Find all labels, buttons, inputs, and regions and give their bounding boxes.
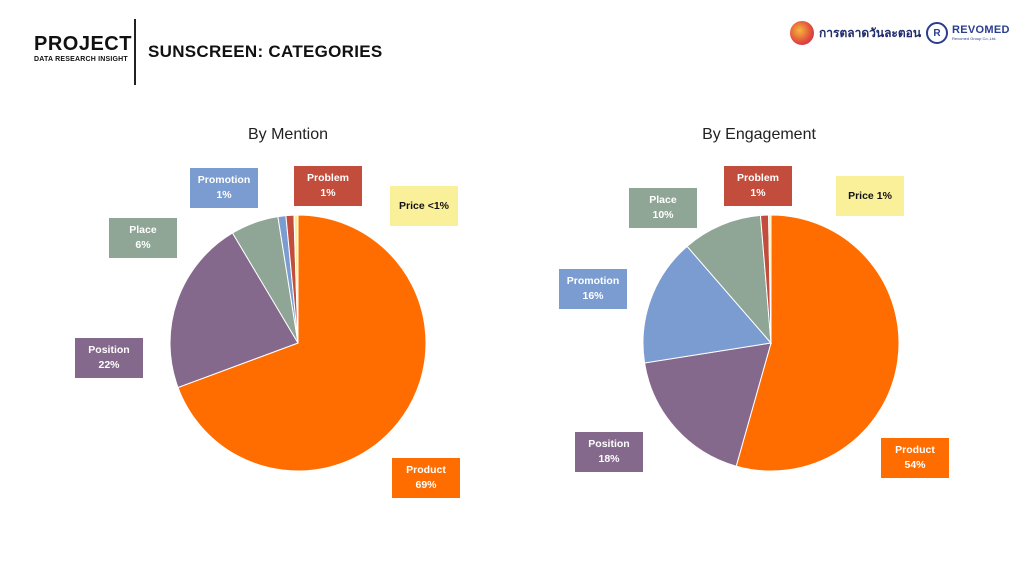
pie-slice-mention-position — [169, 232, 299, 389]
brand-subtitle: DATA RESEARCH INSIGHT — [34, 56, 128, 63]
logo-revomed-subtitle: Revomed Group Co.,Ltd. — [952, 36, 997, 41]
data-label-name: Problem — [306, 172, 349, 184]
data-label-value: 10% — [652, 209, 674, 221]
data-label-value: 6% — [135, 239, 151, 251]
chart-title-mention: By Mention — [247, 126, 329, 143]
pie-slice-engagement-position — [643, 342, 772, 467]
data-label-engagement-promotion: Promotion 16% — [559, 269, 627, 309]
logo-revomed: R REVOMED Revomed Group Co.,Ltd. — [926, 20, 1010, 46]
data-label-mention-price: Price <1% — [390, 186, 458, 226]
data-label-name: Problem — [736, 172, 779, 184]
data-label-value: 1% — [750, 187, 766, 199]
data-label-value: 54% — [904, 459, 926, 471]
page-title: SUNSCREEN: CATEGORIES — [148, 42, 383, 61]
data-label-value: 16% — [582, 290, 604, 302]
header: PROJECT DATA RESEARCH INSIGHT SUNSCREEN:… — [0, 0, 1024, 90]
logo-thai: การตลาดวันละตอน — [790, 20, 921, 46]
data-label-name: Product — [406, 464, 446, 476]
data-label-engagement-product: Product 54% — [881, 438, 949, 478]
data-label-mention-promotion: Promotion 1% — [190, 168, 258, 208]
data-label-engagement-position: Position 18% — [575, 432, 643, 472]
data-label-value: 1% — [320, 187, 336, 199]
logo-thai-text: การตลาดวันละตอน — [819, 25, 922, 40]
data-label-name: Product — [895, 444, 935, 456]
pie-slice-engagement-product — [735, 214, 900, 472]
data-label-value: 18% — [598, 453, 620, 465]
pie-slice-mention-product — [177, 214, 427, 472]
data-label-name: Promotion — [197, 174, 251, 186]
data-label-value: 22% — [98, 359, 120, 371]
data-label-name: Place — [129, 224, 157, 236]
data-label-mention-place: Place 6% — [109, 218, 177, 258]
chart-title-engagement: By Engagement — [702, 126, 816, 143]
pie-slice-engagement-place — [686, 214, 772, 345]
data-label-engagement-problem: Problem 1% — [724, 166, 792, 206]
data-label-mention-position: Position 22% — [75, 338, 143, 378]
data-label-name: Place — [649, 194, 677, 206]
brand: PROJECT DATA RESEARCH INSIGHT — [34, 34, 132, 63]
logo-revomed-text: REVOMED — [952, 24, 1010, 36]
data-label-mention-product: Product 69% — [392, 458, 460, 498]
data-label-mention-problem: Problem 1% — [294, 166, 362, 206]
pie-slice-mention-price — [293, 214, 299, 344]
data-label-name: Price — [399, 199, 425, 212]
data-label-engagement-price: Price 1% — [836, 176, 904, 216]
data-label-value: 1% — [216, 189, 232, 201]
logo-thai-mark-icon — [790, 21, 814, 45]
logo-revomed-mark-icon: R — [926, 22, 948, 44]
data-label-value: 69% — [415, 479, 437, 491]
pie-slice-engagement-promotion — [642, 245, 772, 364]
data-label-engagement-place: Place 10% — [629, 188, 697, 228]
data-label-name: Position — [588, 438, 630, 450]
brand-title: PROJECT — [34, 33, 132, 55]
pie-slice-engagement-price — [768, 214, 772, 344]
header-divider — [134, 19, 136, 85]
data-label-name: Position — [88, 344, 130, 356]
data-label-name: Promotion — [566, 275, 620, 287]
data-label-value: <1% — [427, 199, 449, 212]
data-label-name: Price — [848, 189, 874, 202]
data-label-value: 1% — [876, 189, 892, 202]
